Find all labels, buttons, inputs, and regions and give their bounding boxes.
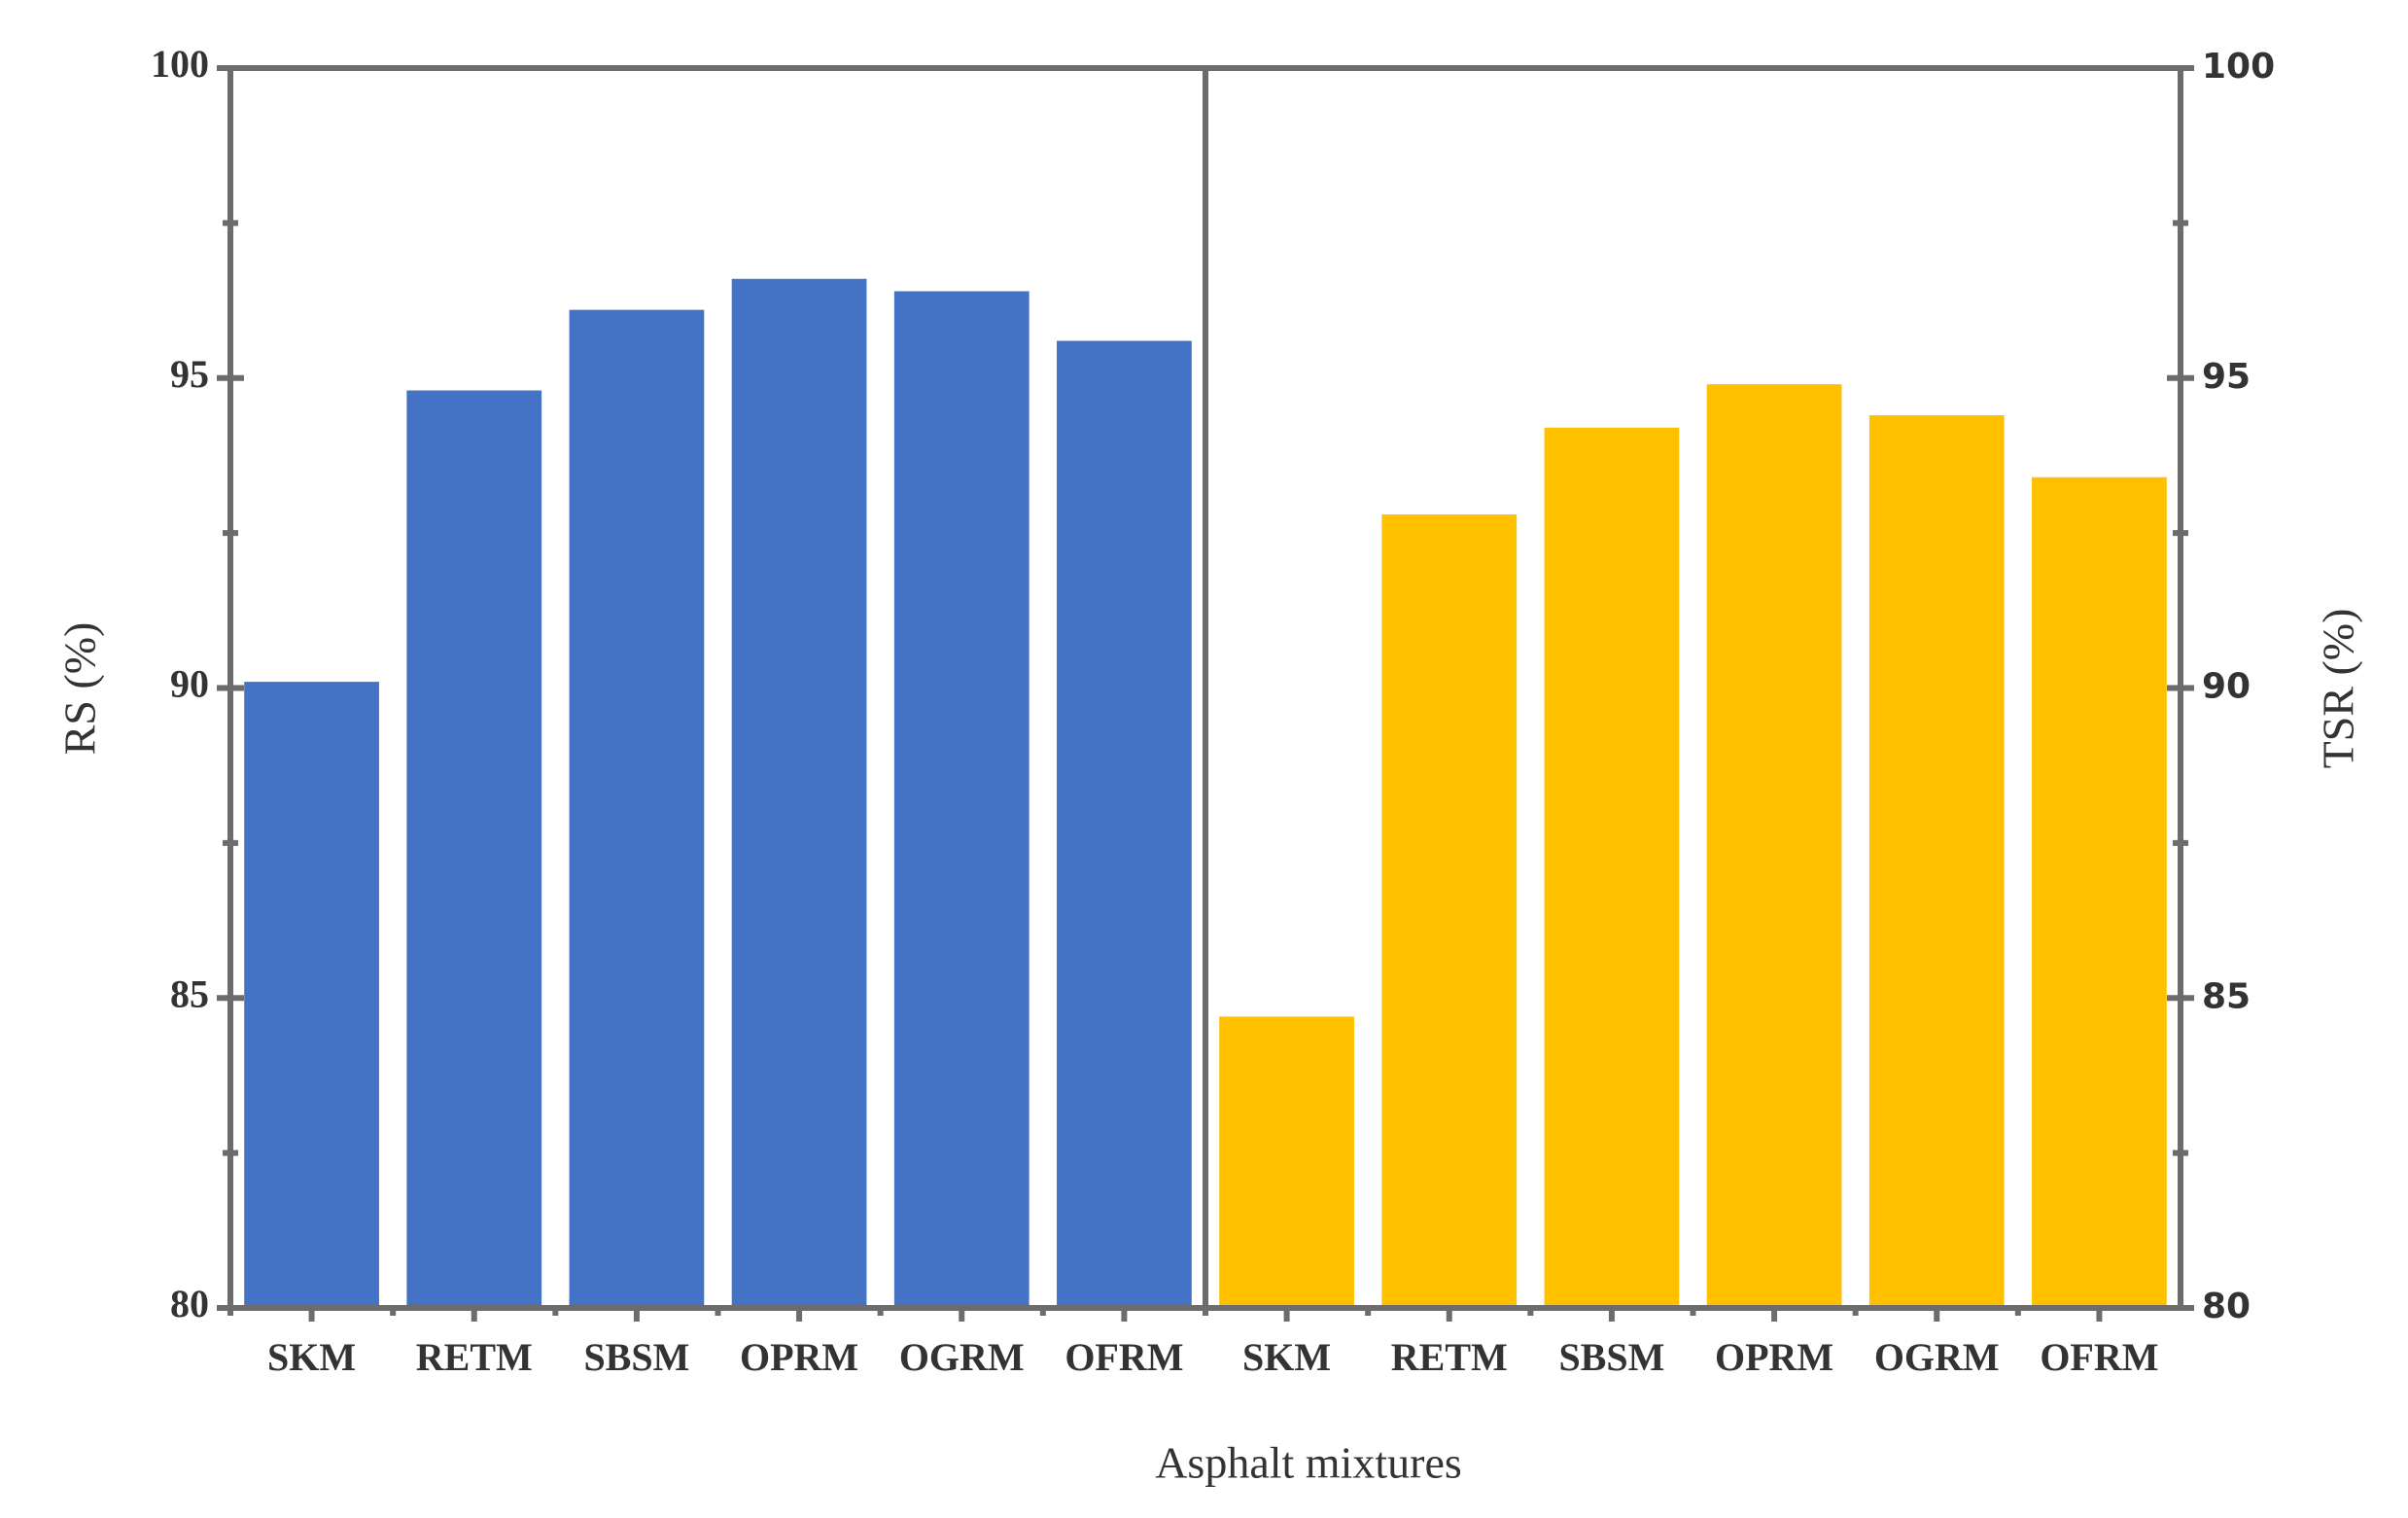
y-tick-label: 95 (170, 352, 209, 396)
x-tick-label: SKM (267, 1335, 356, 1379)
bar (1057, 340, 1192, 1308)
y-tick-label: 85 (170, 971, 209, 1015)
x-tick-label: OPRM (740, 1335, 858, 1379)
x-tick-label: OGRM (1874, 1335, 2000, 1379)
bar (1544, 427, 1680, 1308)
y2-tick-label: 100 (2202, 47, 2275, 87)
bar (244, 682, 379, 1308)
y2-tick-label: 90 (2202, 667, 2251, 707)
bar (569, 309, 705, 1308)
x-tick-label: SBSM (583, 1335, 689, 1379)
bar (1381, 514, 1518, 1308)
bar (1868, 415, 2005, 1308)
x-tick-label: RETM (1391, 1335, 1508, 1379)
bar (2032, 477, 2167, 1308)
y2-tick-label: 80 (2202, 1287, 2251, 1326)
y2-tick-label: 95 (2202, 357, 2251, 397)
y-axis-label: RS (%) (55, 622, 105, 756)
y-tick-label: 80 (170, 1282, 209, 1325)
bar (406, 390, 542, 1308)
x-tick-label: OGRM (899, 1335, 1025, 1379)
x-tick-label: SKM (1242, 1335, 1331, 1379)
bar (893, 291, 1030, 1308)
x-tick-label: OFRM (2040, 1335, 2158, 1379)
x-tick-label: RETM (416, 1335, 533, 1379)
x-axis-label: Asphalt mixtures (1155, 1438, 1462, 1488)
y-tick-label: 100 (151, 42, 209, 86)
bar (1706, 384, 1842, 1308)
x-tick-label: OPRM (1715, 1335, 1833, 1379)
y2-axis-label: TSR (%) (2314, 609, 2363, 769)
bar (1219, 1016, 1354, 1308)
y2-tick-label: 85 (2202, 976, 2251, 1016)
x-tick-label: OFRM (1064, 1335, 1183, 1379)
bar (731, 278, 867, 1308)
x-tick-label: SBSM (1558, 1335, 1664, 1379)
y-tick-label: 90 (170, 662, 209, 706)
